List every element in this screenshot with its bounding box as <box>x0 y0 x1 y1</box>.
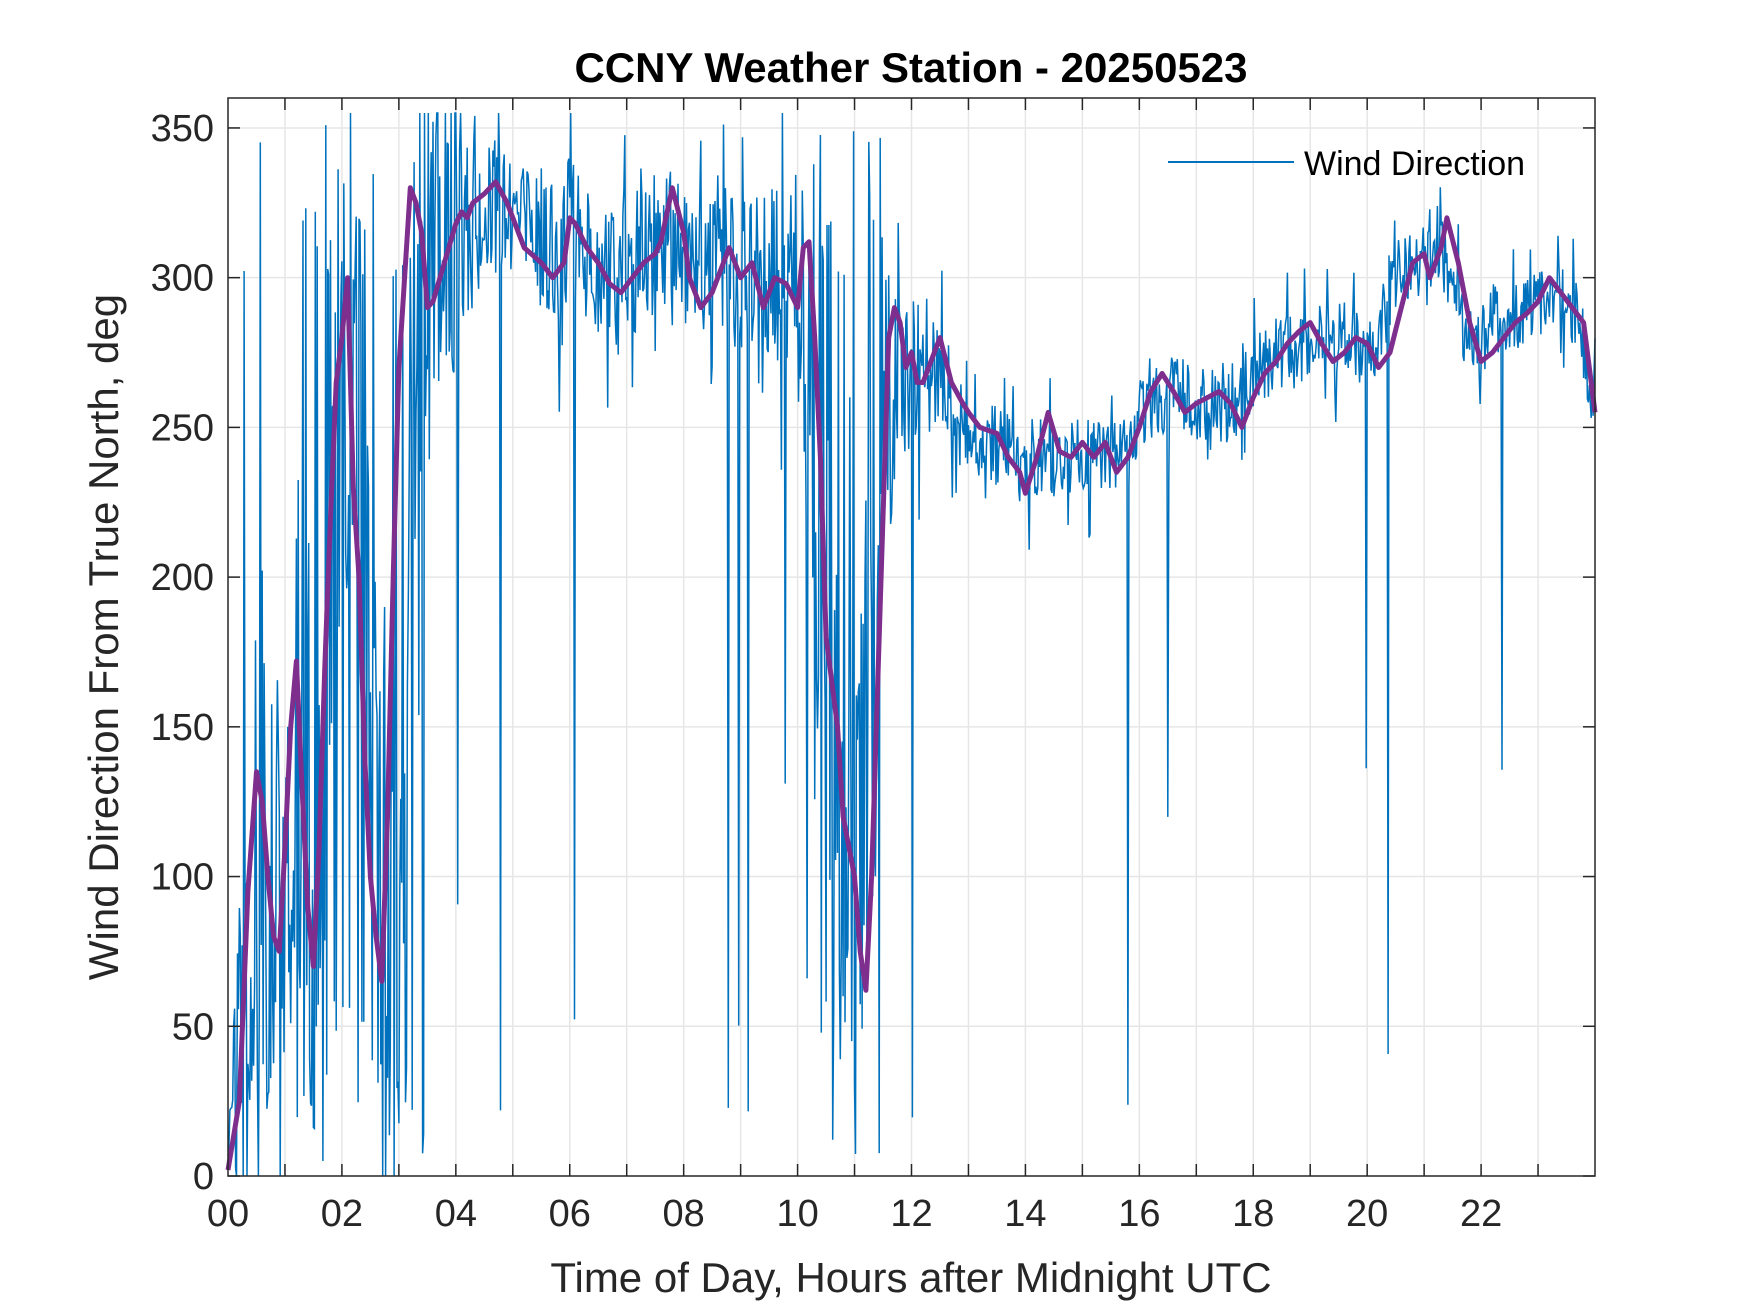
x-tick-label-8: 16 <box>1118 1193 1160 1235</box>
x-tick-label-7: 14 <box>1004 1193 1046 1235</box>
y-tick-label-250: 250 <box>151 407 214 449</box>
y-tick-label-200: 200 <box>151 557 214 599</box>
ticks <box>228 98 1595 1177</box>
x-tick-label-0: 00 <box>207 1193 249 1235</box>
wind-direction-line <box>227 112 1596 1177</box>
x-tick-label-10: 20 <box>1346 1193 1388 1235</box>
y-tick-label-300: 300 <box>151 258 214 300</box>
y-tick-label-0: 0 <box>193 1156 214 1198</box>
x-tick-label-4: 08 <box>663 1193 705 1235</box>
x-tick-label-3: 06 <box>549 1193 591 1235</box>
y-tick-label-100: 100 <box>151 857 214 899</box>
y-tick-labels: 0 50 100 150 200 250 300 350 <box>151 108 214 1198</box>
raw-series-group <box>227 112 1596 1177</box>
x-axis-label: Time of Day, Hours after Midnight UTC <box>550 1254 1271 1301</box>
x-tick-label-6: 12 <box>890 1193 932 1235</box>
legend: Wind Direction <box>1168 145 1525 183</box>
x-tick-labels: 00 02 04 06 08 10 12 14 16 18 20 22 <box>207 1193 1502 1235</box>
x-tick-label-2: 04 <box>435 1193 477 1235</box>
y-tick-label-350: 350 <box>151 108 214 150</box>
y-tick-label-50: 50 <box>172 1006 214 1048</box>
chart-title: CCNY Weather Station - 20250523 <box>574 44 1247 91</box>
running-mean-line <box>225 179 1598 1171</box>
y-axis-label: Wind Direction From True North, deg <box>80 294 127 980</box>
x-tick-label-9: 18 <box>1232 1193 1274 1235</box>
x-tick-label-5: 10 <box>776 1193 818 1235</box>
legend-label-wind-direction: Wind Direction <box>1304 145 1525 183</box>
smoothed-series-group <box>225 179 1598 1171</box>
x-tick-label-1: 02 <box>321 1193 363 1235</box>
x-tick-label-11: 22 <box>1460 1193 1502 1235</box>
y-tick-label-150: 150 <box>151 707 214 749</box>
